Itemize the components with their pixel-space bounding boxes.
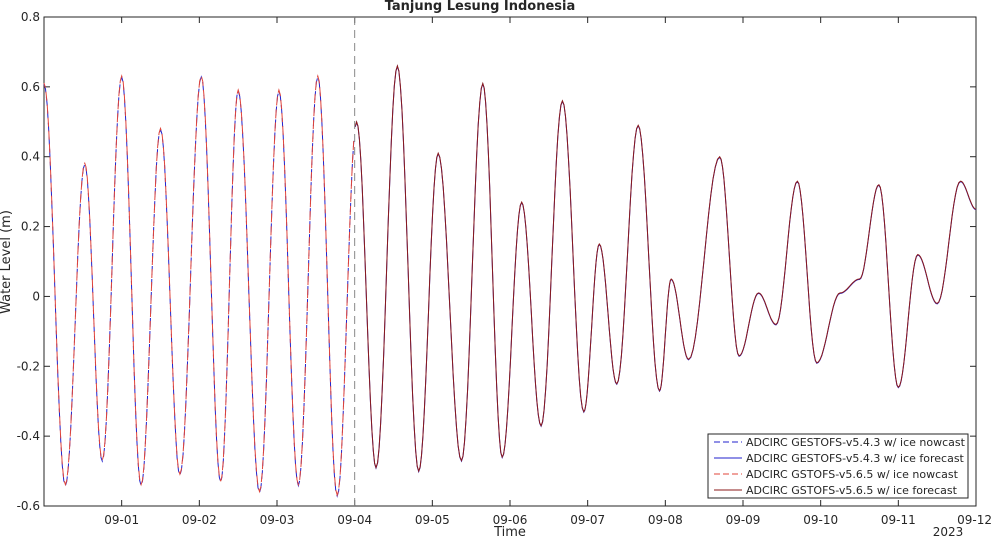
axis-ticks: -0.6 -0.4 -0.2 0 0.2 0.4 0.6 0.8 09-01 09-02 09-03… xyxy=(17,10,992,527)
x-axis-label: Time xyxy=(493,525,526,540)
y-tick-label: 0.4 xyxy=(21,150,40,164)
x-axis-year-label: 2023 xyxy=(933,525,964,539)
y-tick-label: 0.6 xyxy=(21,80,40,94)
plot-area xyxy=(43,16,977,507)
x-tick-label: 09-03 xyxy=(260,513,295,527)
y-tick-label: 0 xyxy=(32,289,40,303)
legend-label: ADCIRC GSTOFS-v5.6.5 w/ ice forecast xyxy=(746,484,958,497)
x-tick-label: 09-02 xyxy=(182,513,217,527)
y-tick-label: 0.8 xyxy=(21,10,40,24)
x-tick-label: 09-06 xyxy=(493,513,528,527)
x-tick-label: 09-05 xyxy=(415,513,450,527)
x-tick-label: 09-01 xyxy=(104,513,139,527)
x-tick-label: 09-11 xyxy=(881,513,916,527)
y-tick-label: 0.2 xyxy=(21,220,40,234)
x-tick-label: 09-04 xyxy=(337,513,372,527)
x-tick-label: 09-10 xyxy=(803,513,838,527)
legend-label: ADCIRC GSTOFS-v5.6.5 w/ ice nowcast xyxy=(746,468,959,481)
x-tick-label: 09-08 xyxy=(648,513,683,527)
legend-label: ADCIRC GESTOFS-v5.4.3 w/ ice forecast xyxy=(746,452,965,465)
y-tick-label: -0.4 xyxy=(17,429,40,443)
legend-label: ADCIRC GESTOFS-v5.4.3 w/ ice nowcast xyxy=(746,436,966,449)
chart-title: Tanjung Lesung Indonesia xyxy=(385,0,576,14)
legend: ADCIRC GESTOFS-v5.4.3 w/ ice nowcast ADCI… xyxy=(707,433,969,499)
series-gstofs-forecast xyxy=(354,64,977,473)
legend-box xyxy=(707,433,969,499)
y-tick-label: -0.6 xyxy=(17,499,40,513)
series-lines xyxy=(43,64,977,498)
x-tick-label: 09-07 xyxy=(570,513,605,527)
y-tick-label: -0.2 xyxy=(17,359,40,373)
y-axis-label: Water Level (m) xyxy=(0,210,14,314)
x-tick-label: 09-09 xyxy=(726,513,761,527)
x-tick-label: 09-12 xyxy=(957,513,992,527)
series-gstofs-nowcast xyxy=(43,74,355,497)
